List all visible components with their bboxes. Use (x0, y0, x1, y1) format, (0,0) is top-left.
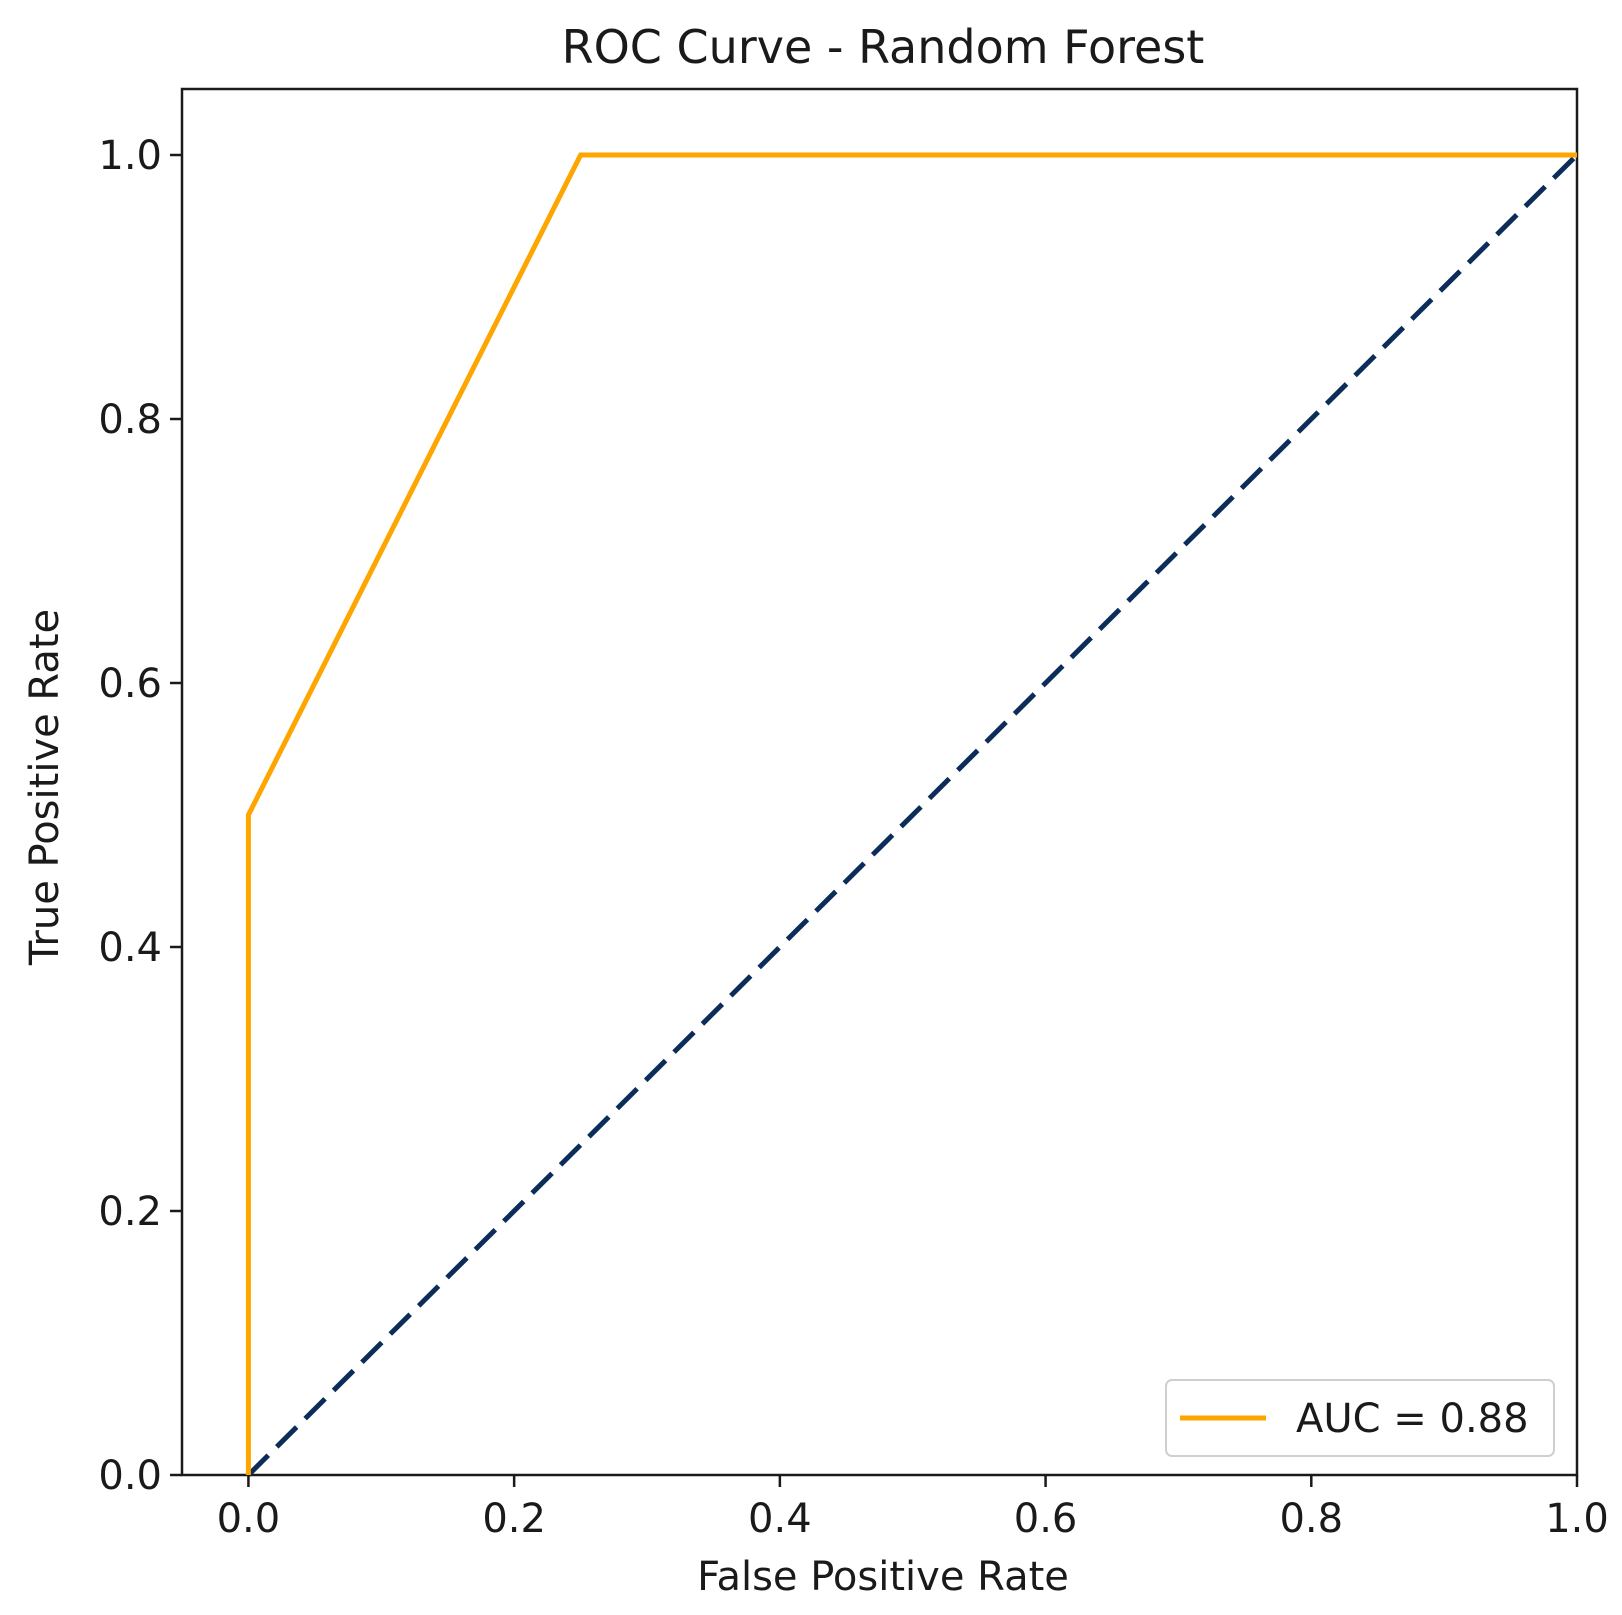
y-tick-label: 0.6 (98, 661, 162, 707)
roc-curve-line (245, 152, 1577, 1475)
y-tick-label: 0.8 (98, 397, 162, 443)
legend-label-auc: AUC = 0.88 (1296, 1396, 1529, 1442)
y-tick-label: 1.0 (98, 133, 162, 179)
y-axis-ticks: 0.0 0.2 0.4 0.6 0.8 1.0 (98, 133, 182, 1499)
y-tick-label: 0.4 (98, 925, 162, 971)
x-tick-label: 0.0 (217, 1496, 281, 1542)
series-layer (245, 152, 1579, 1477)
x-tick-label: 0.4 (748, 1496, 812, 1542)
y-tick-label: 0.2 (98, 1189, 162, 1235)
x-axis-ticks: 0.0 0.2 0.4 0.6 0.8 1.0 (217, 1475, 1609, 1542)
x-tick-label: 1.0 (1545, 1496, 1609, 1542)
x-tick-label: 0.6 (1014, 1496, 1078, 1542)
y-tick-label: 0.0 (98, 1453, 162, 1499)
legend: AUC = 0.88 (1165, 1379, 1555, 1457)
chance-diagonal-line (246, 153, 1579, 1477)
x-tick-label: 0.2 (482, 1496, 546, 1542)
legend-box (1165, 1379, 1555, 1457)
y-axis-label: True Positive Rate (22, 609, 68, 966)
chart-title: ROC Curve - Random Forest (562, 20, 1205, 74)
x-tick-label: 0.8 (1279, 1496, 1343, 1542)
x-axis-label: False Positive Rate (697, 1554, 1069, 1600)
plot-area (180, 87, 1579, 1477)
plot-frame (180, 87, 1579, 1477)
